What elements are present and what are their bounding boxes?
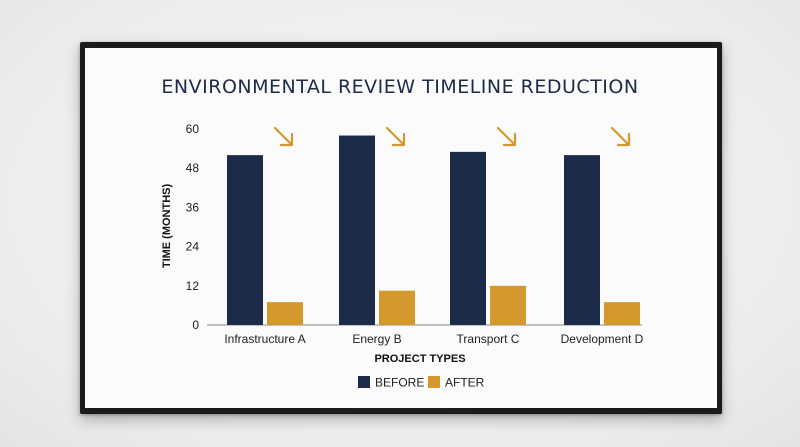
legend-swatch-after	[428, 376, 440, 388]
y-axis-title: TIME (MONTHS)	[161, 184, 173, 269]
x-category-label: Energy B	[352, 332, 401, 346]
legend: BEFORE AFTER	[358, 376, 485, 390]
y-tick-label: 60	[186, 122, 200, 136]
bar-group	[227, 135, 640, 325]
y-tick-label: 0	[192, 318, 199, 332]
x-axis-categories: Infrastructure A Energy B Transport C Devel…	[224, 332, 643, 346]
down-right-arrow-icon	[496, 126, 517, 147]
x-category-label: Development D	[561, 332, 644, 346]
legend-label-after: AFTER	[445, 376, 485, 390]
down-right-arrow-icon	[273, 126, 294, 147]
x-category-label: Transport C	[457, 332, 520, 346]
monitor-screen	[85, 48, 717, 408]
y-tick-label: 36	[186, 200, 200, 214]
bar-before	[564, 155, 600, 325]
bar-after	[379, 290, 415, 325]
y-tick-label: 24	[186, 240, 200, 254]
x-axis-title: PROJECT TYPES	[374, 353, 465, 365]
y-tick-label: 12	[186, 279, 200, 293]
down-right-arrow-icon	[385, 126, 406, 147]
bar-after	[490, 285, 526, 325]
bar-before	[227, 155, 263, 325]
chart-title: ENVIRONMENTAL REVIEW TIMELINE REDUCTION	[161, 76, 638, 98]
legend-label-before: BEFORE	[375, 376, 424, 390]
y-axis-ticks: 0 12 24 36 48 60	[186, 122, 200, 332]
bar-before	[450, 151, 486, 325]
bar-after	[604, 302, 640, 325]
bar-before	[339, 135, 375, 325]
legend-swatch-before	[358, 376, 370, 388]
y-tick-label: 48	[186, 161, 200, 175]
x-category-label: Infrastructure A	[224, 332, 305, 346]
bar-after	[267, 302, 303, 325]
down-right-arrow-icon	[610, 126, 631, 147]
trend-arrows	[273, 126, 631, 147]
